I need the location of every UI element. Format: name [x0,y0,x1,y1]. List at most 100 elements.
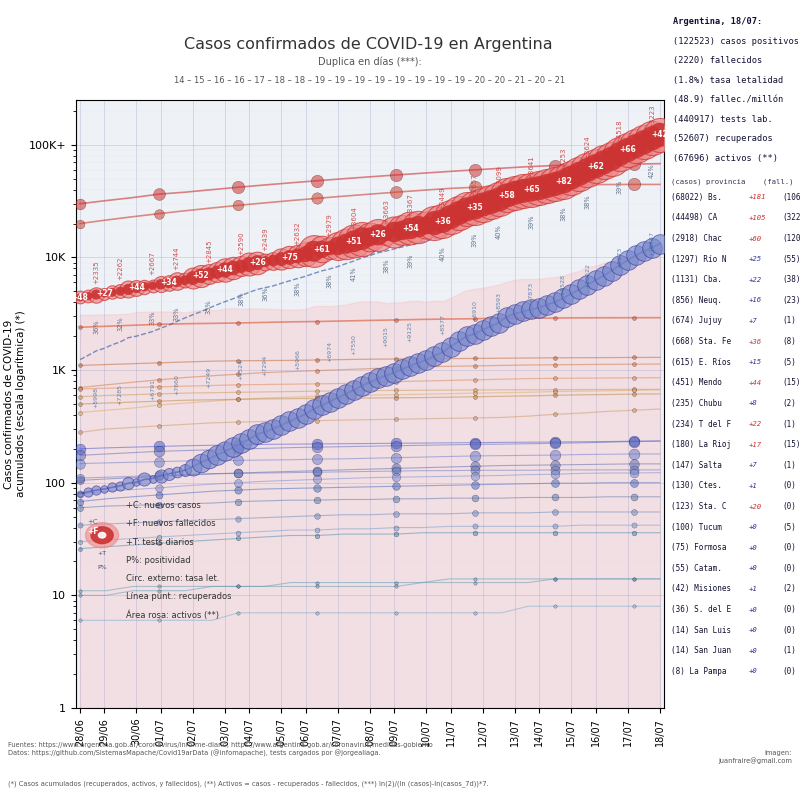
Text: (2220) fallecidos: (2220) fallecidos [673,56,762,66]
Point [275,419,288,432]
Point [469,411,482,424]
Point [428,349,441,362]
Point [232,606,245,619]
Point [654,238,666,250]
Point [311,466,324,478]
Point [627,573,640,586]
Point [347,383,360,396]
Text: 33%: 33% [174,306,180,321]
Point [469,383,482,396]
Point [232,354,245,367]
Point [259,255,272,268]
Point [259,255,272,268]
Text: +44: +44 [748,380,762,386]
Text: (5): (5) [782,358,796,366]
Text: +F: +F [87,527,98,536]
Point [74,487,86,500]
Text: +6791: +6791 [150,378,155,399]
Text: (1): (1) [782,317,796,326]
Text: (38): (38) [782,275,800,284]
Point [218,445,231,458]
Text: +2744: +2744 [174,247,180,270]
Point [581,163,594,176]
Point [622,143,634,156]
Point [210,448,223,461]
Point [232,181,245,194]
Text: Fuentes: https://www.argentina.gob.ar/coronavirus/informe-diario, https://www.ar: Fuentes: https://www.argentina.gob.ar/co… [8,742,433,757]
Text: (15): (15) [782,378,800,387]
Point [106,286,118,298]
Text: (122523) casos positivos: (122523) casos positivos [673,37,799,46]
Point [469,450,482,462]
Point [627,404,640,417]
Text: 14 – 15 – 16 – 16 – 17 – 18 – 18 – 19 – 19 – 19 – 19 – 19 – 19 – 19 – 19 – 20 – : 14 – 15 – 16 – 16 – 17 – 18 – 18 – 19 – … [174,76,566,85]
Text: (1297) Río N: (1297) Río N [670,254,726,264]
Point [380,227,393,240]
Point [339,238,352,250]
Point [627,384,640,397]
Point [614,148,626,161]
Point [469,470,482,482]
Point [146,472,159,485]
Point [469,464,482,477]
Text: +F: nuevos fallecidos: +F: nuevos fallecidos [126,519,216,529]
Point [323,242,336,254]
Text: 38%: 38% [560,206,566,221]
Text: (1): (1) [782,461,796,470]
Text: Imagen:
juanfraire@gmail.com: Imagen: juanfraire@gmail.com [718,750,792,764]
Text: +48: +48 [71,293,89,302]
Point [548,435,561,448]
Point [106,481,118,494]
Point [548,491,561,504]
Point [476,323,489,336]
Point [630,140,642,153]
Text: (322): (322) [782,214,800,222]
Point [627,358,640,370]
Text: +58: +58 [498,191,515,200]
Point [501,189,514,202]
Point [557,175,570,188]
Point [307,245,320,258]
Text: +7249: +7249 [206,366,211,388]
Text: +66: +66 [619,146,636,154]
Point [194,270,207,282]
Text: Área rosa: activos (**): Área rosa: activos (**) [126,610,219,620]
Point [98,482,110,495]
Point [517,185,530,198]
Point [363,230,377,243]
Point [153,515,166,528]
Point [122,283,134,296]
Point [627,178,640,191]
Point [267,254,280,267]
Point [541,298,554,311]
Text: (1): (1) [782,419,796,429]
Point [267,254,280,267]
Point [74,487,86,500]
Point [232,466,245,479]
Point [311,453,324,466]
Text: (130) Ctes.: (130) Ctes. [670,482,722,490]
Text: 35%: 35% [206,299,212,314]
Point [283,251,296,264]
Text: 39%: 39% [528,214,534,229]
Point [638,136,650,149]
Point [82,290,94,302]
Text: +4253: +4253 [560,147,566,170]
Point [557,292,570,305]
Point [170,275,183,288]
Point [226,441,239,454]
Point [509,307,522,320]
Point [469,386,482,399]
Point [153,614,166,626]
Point [469,492,482,505]
Point [388,226,401,238]
Point [114,285,126,298]
Point [548,573,561,586]
Text: +17: +17 [748,442,762,448]
Point [283,251,296,264]
Point [390,465,402,478]
Point [485,196,498,209]
Point [412,356,425,369]
Text: (23): (23) [782,296,800,305]
Point [315,243,328,256]
